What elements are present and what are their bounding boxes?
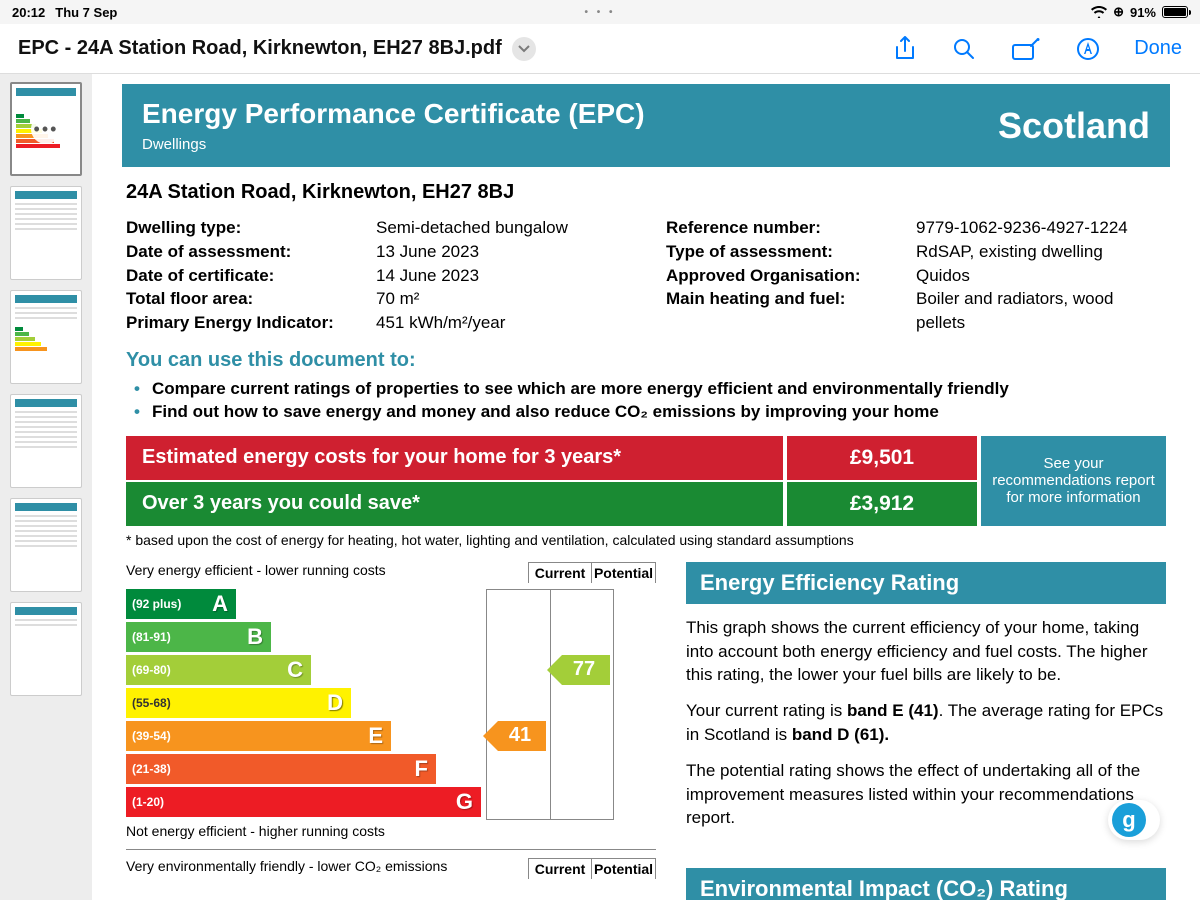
detail-value: Semi-detached bungalow [376, 216, 568, 240]
rating-band-f: (21-38)F [126, 754, 436, 784]
page-thumbnail-5[interactable] [10, 498, 82, 592]
page-thumbnail-1[interactable]: ••• [10, 82, 82, 176]
page-thumbnail-3[interactable] [10, 290, 82, 384]
page-thumbnail-6[interactable] [10, 602, 82, 696]
detail-value: Boiler and radiators, wood pellets [916, 287, 1166, 335]
thumbnail-sidebar[interactable]: ••• [0, 74, 92, 900]
page-thumbnail-2[interactable] [10, 186, 82, 280]
rating-band-b: (81-91)B [126, 622, 271, 652]
col-current: Current [528, 562, 592, 583]
detail-value: RdSAP, existing dwelling [916, 240, 1103, 264]
epc-title: Energy Performance Certificate (EPC) [142, 98, 645, 130]
epc-header: Energy Performance Certificate (EPC) Dwe… [122, 84, 1170, 167]
orientation-lock-icon: ⊕ [1113, 4, 1124, 20]
epc-subtitle: Dwellings [142, 136, 645, 153]
floating-assistant-badge[interactable]: g [1108, 800, 1160, 840]
use-list-item: Compare current ratings of properties to… [138, 378, 1166, 401]
detail-label: Dwelling type: [126, 216, 376, 240]
search-icon[interactable] [952, 37, 976, 61]
cost-value-savings: £3,912 [787, 482, 977, 526]
done-button[interactable]: Done [1134, 37, 1182, 60]
thumbnail-options-icon[interactable]: ••• [31, 114, 61, 144]
status-date: Thu 7 Sep [55, 5, 117, 20]
detail-label: Type of assessment: [666, 240, 916, 264]
env-top-label: Very environmentally friendly - lower CO… [126, 858, 528, 879]
detail-value: 9779-1062-9236-4927-1224 [916, 216, 1128, 240]
annotate-icon[interactable] [1076, 37, 1100, 61]
recommendations-link: See your recommendations report for more… [981, 436, 1166, 526]
efficiency-heading: Energy Efficiency Rating [686, 562, 1166, 604]
chart-top-label: Very energy efficient - lower running co… [126, 562, 528, 583]
col-potential: Potential [592, 562, 656, 583]
cost-table: Estimated energy costs for your home for… [126, 436, 1166, 526]
detail-label: Primary Energy Indicator: [126, 311, 376, 335]
rating-band-a: (92 plus)A [126, 589, 236, 619]
detail-value: 14 June 2023 [376, 264, 479, 288]
status-bar: 20:12 Thu 7 Sep • • • ⊕ 91% [0, 0, 1200, 24]
cost-label-estimated: Estimated energy costs for your home for… [126, 436, 783, 480]
current-rating-tag: 41 [498, 721, 546, 751]
detail-value: 70 m² [376, 287, 419, 311]
rating-chart-container: Very energy efficient - lower running co… [126, 562, 656, 900]
document-view[interactable]: Energy Performance Certificate (EPC) Dwe… [92, 74, 1200, 900]
potential-rating-tag: 77 [562, 655, 610, 685]
detail-label: Approved Organisation: [666, 264, 916, 288]
use-list: Compare current ratings of properties to… [138, 378, 1166, 424]
efficiency-description: Energy Efficiency Rating This graph show… [686, 562, 1166, 900]
rating-band-d: (55-68)D [126, 688, 351, 718]
detail-value: 13 June 2023 [376, 240, 479, 264]
detail-label: Date of certificate: [126, 264, 376, 288]
env-col-potential: Potential [592, 858, 656, 879]
use-heading: You can use this document to: [126, 349, 1166, 372]
detail-value: 451 kWh/m²/year [376, 311, 505, 335]
current-column [486, 589, 550, 820]
cost-label-savings: Over 3 years you could save* [126, 482, 783, 526]
property-address: 24A Station Road, Kirknewton, EH27 8BJ [126, 181, 1170, 204]
battery-percent: 91% [1130, 5, 1156, 20]
markup-icon[interactable] [1012, 38, 1040, 60]
document-title: EPC - 24A Station Road, Kirknewton, EH27… [18, 37, 502, 60]
toolbar: EPC - 24A Station Road, Kirknewton, EH27… [0, 24, 1200, 74]
env-impact-heading: Environmental Impact (CO₂) Rating [686, 868, 1166, 900]
cost-footnote: * based upon the cost of energy for heat… [126, 532, 1166, 548]
status-time: 20:12 [12, 5, 45, 20]
cost-value-estimated: £9,501 [787, 436, 977, 480]
assistant-icon: g [1112, 803, 1146, 837]
chart-bottom-label: Not energy efficient - higher running co… [126, 823, 656, 839]
env-col-current: Current [528, 858, 592, 879]
efficiency-p1: This graph shows the current efficiency … [686, 616, 1166, 687]
detail-label: Date of assessment: [126, 240, 376, 264]
efficiency-p2: Your current rating is band E (41). The … [686, 699, 1166, 747]
detail-value: Quidos [916, 264, 970, 288]
wifi-icon [1091, 6, 1107, 18]
multitask-indicator[interactable]: • • • [584, 7, 615, 18]
detail-label: Reference number: [666, 216, 916, 240]
property-details: Dwelling type:Semi-detached bungalowDate… [126, 216, 1166, 335]
epc-region: Scotland [998, 105, 1150, 147]
share-icon[interactable] [894, 36, 916, 62]
detail-label: Main heating and fuel: [666, 287, 916, 335]
potential-column [550, 589, 614, 820]
title-dropdown-chevron[interactable] [512, 37, 536, 61]
page-thumbnail-4[interactable] [10, 394, 82, 488]
battery-icon [1162, 6, 1188, 18]
use-list-item: Find out how to save energy and money an… [138, 401, 1166, 424]
rating-band-c: (69-80)C [126, 655, 311, 685]
rating-band-g: (1-20)G [126, 787, 481, 817]
efficiency-p3: The potential rating shows the effect of… [686, 759, 1166, 830]
detail-label: Total floor area: [126, 287, 376, 311]
rating-band-e: (39-54)E [126, 721, 391, 751]
